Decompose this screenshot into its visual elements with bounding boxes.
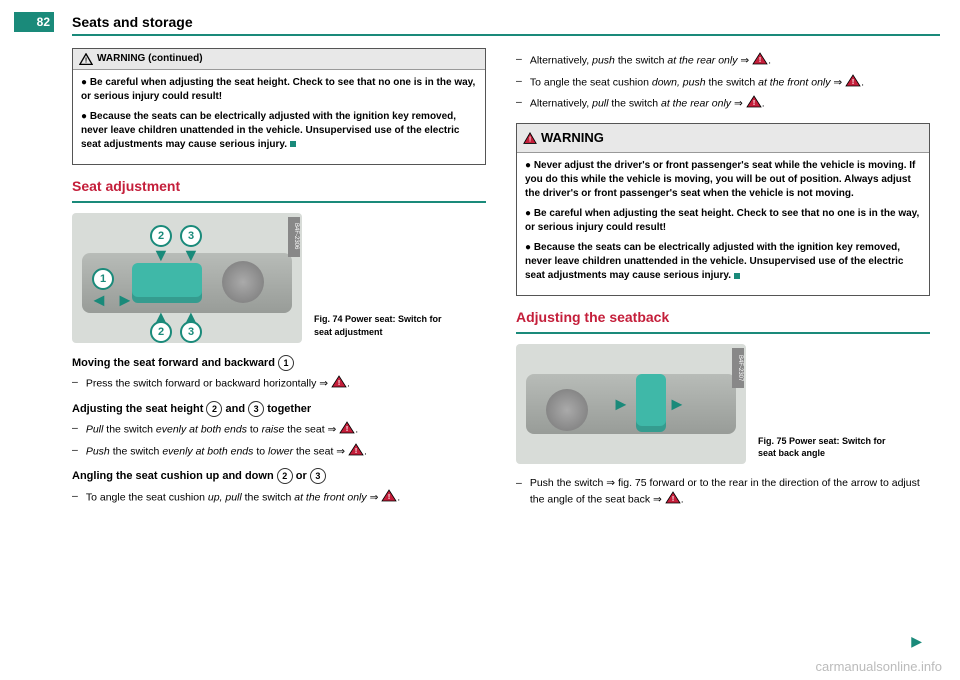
callout-3-bot: 3 xyxy=(180,321,202,343)
page-number: 82 xyxy=(14,12,54,32)
warning-title: WARNING xyxy=(541,129,604,147)
angling-line-1: To angle the seat cushion up, pull the s… xyxy=(86,489,400,507)
figure-74-caption: Fig. 74 Power seat: Switch for seat adju… xyxy=(314,313,454,338)
next-page-arrow-icon: ▶ xyxy=(911,633,922,650)
warning-header: ! WARNING xyxy=(517,124,929,153)
figure-75-caption: Fig. 75 Power seat: Switch for seat back… xyxy=(758,435,898,460)
figure-74: 1 ◄ ► 2 3 ▼ ▼ ▲ ▲ 2 3 B4F-2306 xyxy=(72,213,302,343)
right-column: – Alternatively, push the switch at the … xyxy=(516,48,930,660)
section-title-seat-adjustment: Seat adjustment xyxy=(72,177,486,197)
callout-2-bot: 2 xyxy=(150,321,172,343)
alt-push-rear: Alternatively, push the switch at the re… xyxy=(530,52,771,70)
figure-75: ► ► B4F-2307 xyxy=(516,344,746,464)
svg-text:!: ! xyxy=(346,426,348,433)
warning-continued-box: ! WARNING (continued) ● Be careful when … xyxy=(72,48,486,165)
svg-text:!: ! xyxy=(338,380,340,387)
warning-cont-bullet-2: Because the seats can be electrically ad… xyxy=(81,111,459,150)
svg-text:!: ! xyxy=(388,494,390,501)
page-title: Seats and storage xyxy=(72,14,193,30)
warning-icon: ! xyxy=(523,132,537,144)
warning-continued-header: ! WARNING (continued) xyxy=(73,49,485,70)
angle-down-front: To angle the seat cushion down, push the… xyxy=(530,74,864,92)
svg-text:!: ! xyxy=(759,57,761,64)
end-square-icon xyxy=(290,141,296,147)
warning-bullet-3: Because the seats can be electrically ad… xyxy=(525,242,903,281)
figure-75-code: B4F-2307 xyxy=(732,348,744,388)
subheading-seat-height: Adjusting the seat height 2 and 3 togeth… xyxy=(72,401,486,417)
watermark: carmanualsonline.info xyxy=(816,659,942,674)
seat-height-line-1: Pull the switch evenly at both ends to r… xyxy=(86,421,358,439)
section-rule xyxy=(72,201,486,203)
warning-icon: ! xyxy=(79,53,93,65)
figure-74-code: B4F-2306 xyxy=(288,217,300,257)
svg-text:!: ! xyxy=(355,448,357,455)
svg-text:!: ! xyxy=(753,100,755,107)
seatback-instruction: Push the switch ⇒ fig. 75 forward or to … xyxy=(530,476,930,508)
left-column: ! WARNING (continued) ● Be careful when … xyxy=(72,48,486,660)
moving-seat-text: Press the switch forward or backward hor… xyxy=(86,375,350,393)
svg-text:!: ! xyxy=(85,58,87,65)
header-rule xyxy=(72,34,940,36)
warning-box: ! WARNING ● Never adjust the driver's or… xyxy=(516,123,930,296)
warning-cont-bullet-1: Be careful when adjusting the seat heigh… xyxy=(81,77,475,102)
callout-1: 1 xyxy=(92,268,114,290)
subheading-angling-cushion: Angling the seat cushion up and down 2 o… xyxy=(72,468,486,484)
alt-pull-rear: Alternatively, pull the switch at the re… xyxy=(530,95,765,113)
warning-ref-icon: ! xyxy=(331,375,347,393)
svg-text:!: ! xyxy=(852,79,854,86)
svg-text:!: ! xyxy=(672,496,674,503)
end-square-icon xyxy=(734,273,740,279)
section-title-seatback: Adjusting the seatback xyxy=(516,308,930,328)
warning-bullet-2: Be careful when adjusting the seat heigh… xyxy=(525,208,919,233)
warning-continued-title: WARNING (continued) xyxy=(97,52,203,66)
warning-bullet-1: Never adjust the driver's or front passe… xyxy=(525,160,915,199)
subheading-moving-seat: Moving the seat forward and backward 1 xyxy=(72,355,486,371)
section-rule xyxy=(516,332,930,334)
seat-height-line-2: Push the switch evenly at both ends to l… xyxy=(86,443,367,461)
svg-text:!: ! xyxy=(529,137,531,144)
